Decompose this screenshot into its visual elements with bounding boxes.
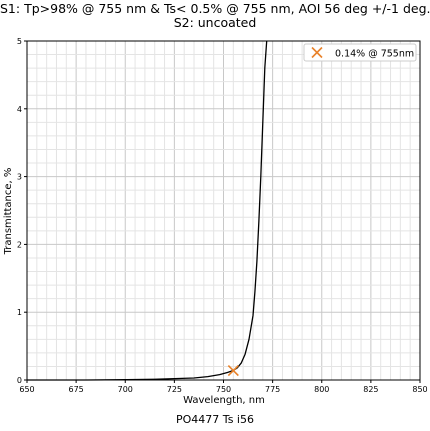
y-tick-label: 2 — [17, 240, 22, 249]
chart-subtitle: S2: uncoated — [173, 15, 257, 30]
legend: 0.14% @ 755nm — [303, 43, 417, 62]
x-axis-label: Wavelength, nm — [183, 395, 265, 406]
legend-x-marker-icon — [311, 46, 323, 59]
x-tick-label: 850 — [412, 385, 427, 394]
x-tick-label: 725 — [167, 385, 182, 394]
y-tick-label: 3 — [17, 173, 22, 182]
y-tick-label: 5 — [17, 37, 22, 46]
x-tick-label: 675 — [68, 385, 83, 394]
x-tick-label: 750 — [216, 385, 231, 394]
chart-title: S1: Tp>98% @ 755 nm & Ts< 0.5% @ 755 nm,… — [0, 1, 430, 16]
x-tick-label: 825 — [363, 385, 378, 394]
grid — [26, 40, 421, 381]
data-point-marker — [227, 364, 239, 377]
x-tick-label: 650 — [19, 385, 34, 394]
series-line — [27, 40, 268, 381]
y-axis-label: Transmittance, % — [3, 168, 14, 256]
legend-box — [303, 43, 417, 62]
y-tick-label: 0 — [17, 376, 22, 385]
legend-label: 0.14% @ 755nm — [335, 49, 414, 60]
chart-caption: PO4477 Ts i56 — [176, 413, 254, 426]
y-tick-label: 4 — [17, 105, 22, 114]
y-tick-label: 1 — [17, 308, 22, 317]
x-tick-label: 775 — [265, 385, 280, 394]
x-tick-label: 700 — [118, 385, 133, 394]
x-tick-label: 800 — [314, 385, 329, 394]
